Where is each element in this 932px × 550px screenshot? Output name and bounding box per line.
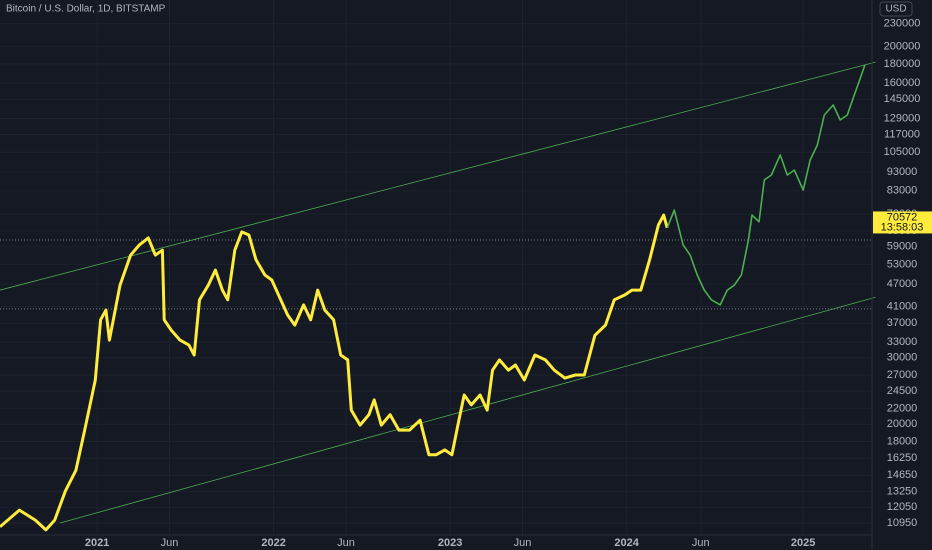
y-tick-label: 83000 bbox=[887, 185, 918, 197]
currency-button[interactable] bbox=[879, 1, 913, 17]
x-tick-label: 2024 bbox=[614, 537, 639, 549]
price-tag-countdown: 13:58:03 bbox=[881, 221, 924, 233]
x-tick-label: Jun bbox=[514, 537, 532, 549]
plot bbox=[0, 61, 876, 532]
y-tick-label: 20000 bbox=[887, 418, 918, 430]
price-line bbox=[666, 64, 866, 306]
y-tick-label: 22000 bbox=[887, 403, 918, 415]
y-tick-label: 180000 bbox=[884, 58, 921, 70]
chart-title: Bitcoin / U.S. Dollar, 1D, BITSTAMP bbox=[6, 4, 166, 15]
y-tick-label: 59000 bbox=[887, 241, 918, 253]
price-line bbox=[0, 213, 669, 532]
y-tick-label: 27000 bbox=[887, 369, 918, 381]
grid bbox=[0, 0, 872, 535]
y-tick-label: 10950 bbox=[887, 517, 918, 529]
y-tick-label: 16250 bbox=[887, 452, 918, 464]
y-tick-label: 13250 bbox=[887, 486, 918, 498]
y-tick-label: 105000 bbox=[884, 146, 921, 158]
y-tick-label: 14650 bbox=[887, 469, 918, 481]
trend-line bbox=[0, 61, 876, 291]
y-tick-label: 30000 bbox=[887, 352, 918, 364]
x-tick-label: 2025 bbox=[791, 537, 815, 549]
currency-label[interactable]: USD bbox=[885, 4, 906, 15]
price-tag-value: 70572 bbox=[887, 211, 918, 223]
y-tick-label: 53000 bbox=[887, 258, 918, 270]
y-tick-label: 230000 bbox=[884, 18, 921, 30]
y-tick-label: 33000 bbox=[887, 336, 918, 348]
x-tick-label: Jun bbox=[161, 537, 179, 549]
y-tick-label: 160000 bbox=[884, 77, 921, 89]
y-tick-label: 18000 bbox=[887, 435, 918, 447]
price-tag bbox=[873, 211, 932, 234]
x-tick-label: 2021 bbox=[85, 537, 109, 549]
y-tick-label: 129000 bbox=[884, 112, 921, 124]
axes: 230000 200000 180000 160000 145000 129000 1170… bbox=[85, 18, 932, 549]
y-tick-label: 93000 bbox=[887, 166, 918, 178]
x-tick-label: Jun bbox=[692, 537, 710, 549]
y-tick-label: 200000 bbox=[884, 40, 921, 52]
y-tick-label: 145000 bbox=[884, 93, 921, 105]
y-tick-label: 47000 bbox=[887, 278, 918, 290]
y-tick-label: 24500 bbox=[887, 385, 918, 397]
x-tick-label: 2022 bbox=[261, 537, 285, 549]
x-tick-label: Jun bbox=[337, 537, 355, 549]
y-tick-label: 12050 bbox=[887, 501, 918, 513]
x-tick-label: 2023 bbox=[438, 537, 462, 549]
y-tick-label: 117000 bbox=[884, 128, 920, 140]
trend-line bbox=[59, 296, 876, 524]
y-tick-label: 41000 bbox=[887, 300, 918, 312]
y-tick-label: 37000 bbox=[887, 317, 918, 329]
